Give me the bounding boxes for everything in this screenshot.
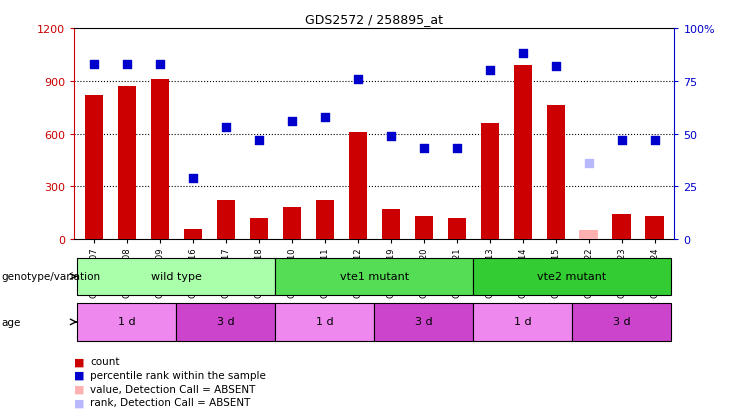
Point (385, 133, 396, 140)
Bar (579, 231, 598, 240)
Text: count: count (90, 356, 120, 366)
Bar (547, 106, 565, 240)
Point (319, 114, 330, 121)
Bar (448, 218, 466, 240)
Bar (150, 80, 169, 240)
Point (484, 68, 496, 74)
Bar (514, 66, 532, 240)
Point (616, 137, 628, 144)
Text: 1 d: 1 d (514, 316, 531, 326)
Bar (275, 304, 374, 341)
Point (451, 146, 462, 152)
Text: ■: ■ (74, 384, 84, 394)
Bar (77, 258, 275, 295)
Point (550, 64, 562, 70)
Title: GDS2572 / 258895_at: GDS2572 / 258895_at (305, 13, 443, 26)
Point (648, 137, 660, 144)
Bar (275, 258, 473, 295)
Bar (374, 304, 473, 341)
Point (187, 175, 199, 182)
Text: value, Detection Call = ABSENT: value, Detection Call = ABSENT (90, 384, 256, 394)
Text: 3 d: 3 d (217, 316, 235, 326)
Point (253, 137, 265, 144)
Bar (613, 215, 631, 240)
Bar (579, 231, 598, 240)
Bar (176, 304, 275, 341)
Bar (572, 304, 671, 341)
Bar (473, 258, 671, 295)
Point (286, 118, 298, 125)
Bar (184, 229, 202, 240)
Text: 1 d: 1 d (118, 316, 136, 326)
Text: rank, Detection Call = ABSENT: rank, Detection Call = ABSENT (90, 397, 250, 407)
Text: vte1 mutant: vte1 mutant (339, 271, 409, 281)
Bar (382, 210, 399, 240)
Bar (473, 304, 572, 341)
Bar (84, 96, 103, 240)
Text: 3 d: 3 d (415, 316, 433, 326)
Text: wild type: wild type (151, 271, 202, 281)
Bar (349, 133, 367, 240)
Bar (216, 201, 235, 240)
Text: percentile rank within the sample: percentile rank within the sample (90, 370, 266, 380)
Point (220, 125, 232, 131)
Bar (415, 217, 433, 240)
Point (121, 62, 133, 68)
Text: vte2 mutant: vte2 mutant (537, 271, 607, 281)
Text: ■: ■ (74, 370, 84, 380)
Bar (282, 208, 301, 240)
Point (418, 146, 430, 152)
Text: age: age (1, 317, 21, 327)
Bar (645, 217, 664, 240)
Text: ■: ■ (74, 356, 84, 366)
Text: genotype/variation: genotype/variation (1, 272, 101, 282)
Text: ■: ■ (74, 397, 84, 407)
Point (352, 76, 364, 83)
Bar (118, 87, 136, 240)
Text: 3 d: 3 d (613, 316, 631, 326)
Bar (481, 124, 499, 240)
Point (516, 51, 528, 57)
Bar (316, 201, 333, 240)
Text: 1 d: 1 d (316, 316, 333, 326)
Point (582, 160, 594, 167)
Point (88, 62, 100, 68)
Point (154, 62, 166, 68)
Bar (250, 218, 268, 240)
Bar (77, 304, 176, 341)
